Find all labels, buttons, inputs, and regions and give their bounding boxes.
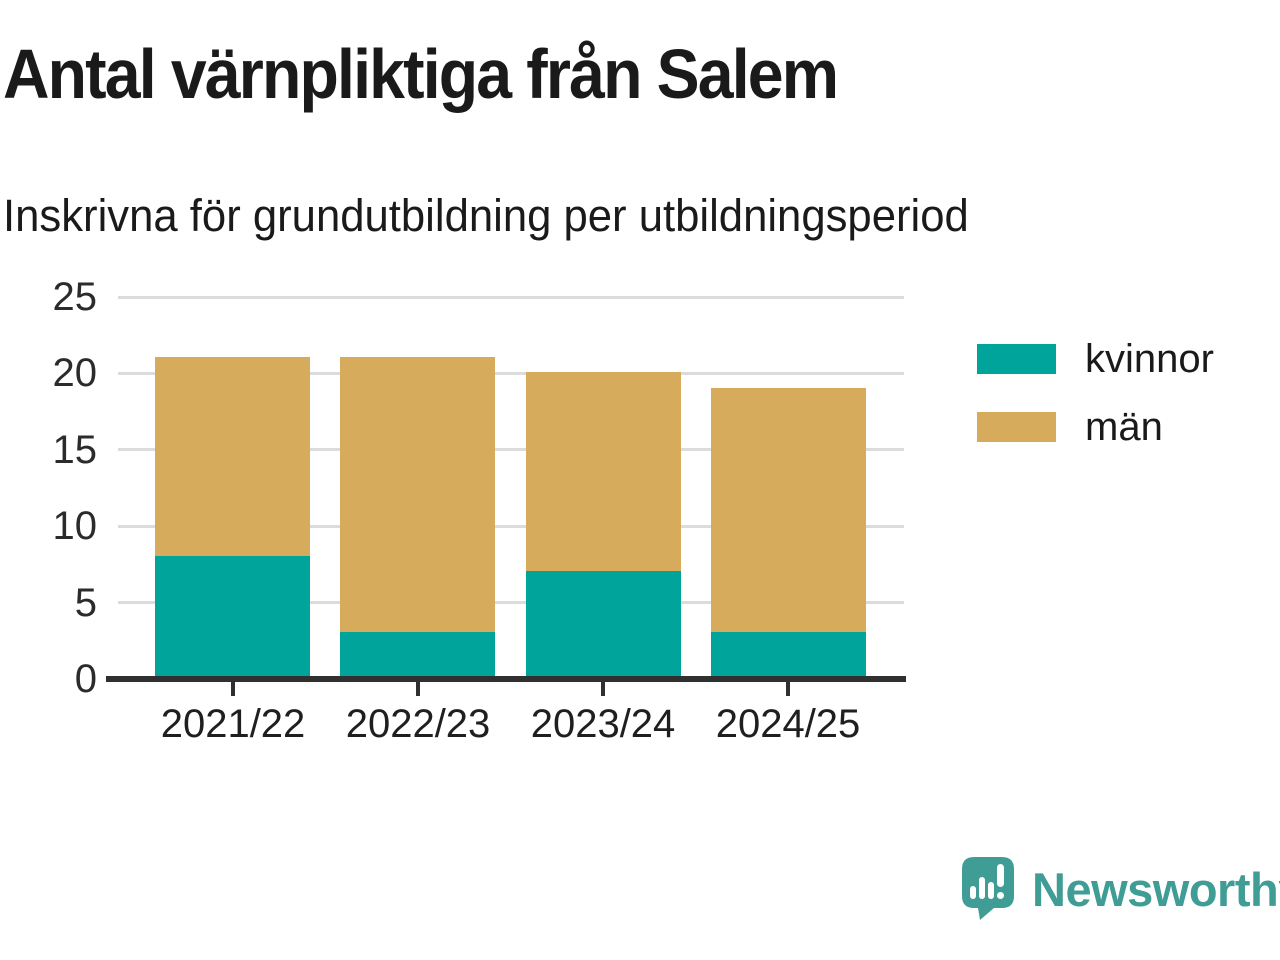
logo-bar-3 [988, 882, 994, 899]
gridline-20 [118, 371, 904, 375]
gridline-25 [118, 295, 904, 299]
x-tick-label-2021/22: 2021/22 [160, 702, 306, 746]
x-tick-2023/24 [601, 682, 605, 696]
x-axis-line [106, 676, 906, 682]
legend-swatch-kvinnor [977, 344, 1056, 374]
chart-title: Antal värnpliktiga från Salem [3, 35, 839, 113]
x-tick-2021/22 [231, 682, 235, 696]
legend-label-kvinnor: kvinnor [1085, 337, 1214, 381]
bar-segment-män-2022/23 [340, 357, 495, 633]
legend-label-män: män [1085, 405, 1163, 449]
legend-item-män: män [977, 407, 1214, 447]
y-tick-label-25: 25 [52, 275, 98, 319]
newsworthy-logo: Newsworthy [961, 856, 1280, 922]
logo-bar-2 [979, 877, 985, 899]
logo-bar-1 [970, 886, 976, 899]
x-tick-label-2022/23: 2022/23 [345, 702, 491, 746]
bar-segment-män-2023/24 [526, 372, 681, 572]
bar-segment-kvinnor-2021/22 [155, 555, 310, 678]
x-tick-label-2024/25: 2024/25 [715, 702, 861, 746]
y-tick-label-5: 5 [74, 580, 97, 625]
legend-swatch-män [977, 412, 1056, 442]
bar-segment-kvinnor-2022/23 [340, 632, 495, 678]
newsworthy-logo-icon [962, 857, 1014, 920]
y-tick-label-10: 10 [52, 504, 98, 549]
legend-item-kvinnor: kvinnor [977, 339, 1214, 379]
y-tick-label-15: 15 [52, 427, 98, 472]
gridline-5 [118, 601, 904, 605]
bar-segment-män-2021/22 [155, 357, 310, 556]
bar-segment-kvinnor-2024/25 [711, 632, 866, 678]
chart-subtitle: Inskrivna för grundutbildning per utbild… [3, 190, 969, 241]
x-tick-2022/23 [416, 682, 420, 696]
x-tick-label-2023/24: 2023/24 [530, 702, 676, 746]
y-tick-label-20: 20 [52, 351, 98, 396]
bar-segment-kvinnor-2023/24 [526, 571, 681, 678]
newsworthy-logo-text: Newsworthy [1032, 862, 1280, 916]
gridline-15 [118, 448, 904, 452]
legend: kvinnor män [977, 339, 1214, 475]
bar-segment-män-2024/25 [711, 387, 866, 633]
y-tick-label-0: 0 [74, 657, 97, 701]
x-tick-2024/25 [786, 682, 790, 696]
logo-exclamation-dot [997, 892, 1004, 899]
logo-exclamation-bar [997, 864, 1004, 887]
gridline-10 [118, 524, 904, 528]
